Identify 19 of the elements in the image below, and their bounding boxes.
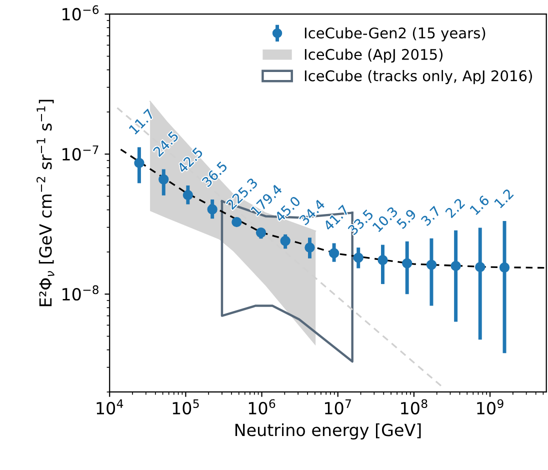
x-tick-label: 10$^{5}$	[172, 399, 199, 414]
x-tick-label: 10$^{7}$	[325, 399, 351, 414]
y-tick-label: 10$^{−6}$	[62, 5, 99, 21]
legend-label: IceCube (ApJ 2015)	[304, 48, 443, 63]
x-tick-label: 10$^{4}$	[96, 399, 124, 414]
x-tick-label: 10$^{9}$	[477, 399, 504, 414]
text: E²Φ$_{ν}$ [GeV cm$^{−2}$ sr$^{−1}$ s$^{−1}$]	[36, 100, 54, 306]
y-tick-label: 10$^{−7}$	[62, 145, 98, 161]
annotation: 1.6	[470, 194, 490, 216]
annotation: 2.2	[444, 198, 465, 218]
annotation: 5.9	[396, 208, 417, 230]
x-axis-title: Neutrino energy [GeV]	[235, 423, 421, 440]
y-tick-label: 10$^{−8}$	[62, 285, 98, 301]
annotation: 3.7	[420, 206, 441, 226]
x-tick-label: 10$^{6}$	[248, 399, 276, 414]
legend-label: IceCube (tracks only, ApJ 2016)	[304, 70, 532, 84]
annotation: 1.2	[494, 188, 514, 208]
legend-label: IceCube-Gen2 (15 years)	[304, 27, 486, 42]
x-tick-label: 10$^{8}$	[401, 399, 428, 414]
